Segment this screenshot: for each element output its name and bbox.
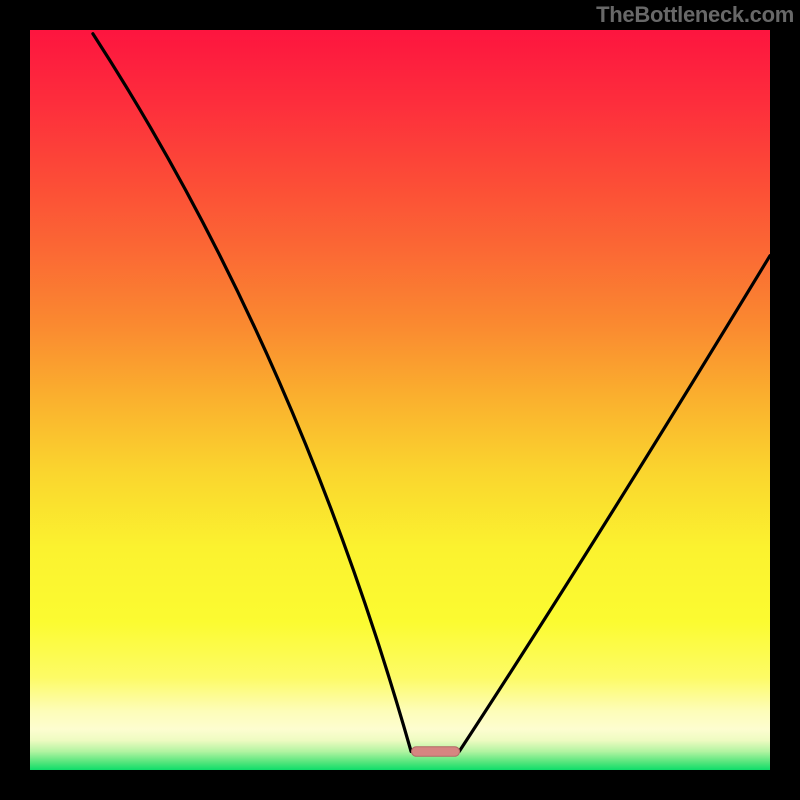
bottleneck-chart	[30, 30, 770, 770]
chart-frame	[0, 0, 800, 800]
chart-gradient-background	[30, 30, 770, 770]
source-attribution: TheBottleneck.com	[596, 0, 800, 28]
optimal-point-marker	[411, 747, 459, 757]
